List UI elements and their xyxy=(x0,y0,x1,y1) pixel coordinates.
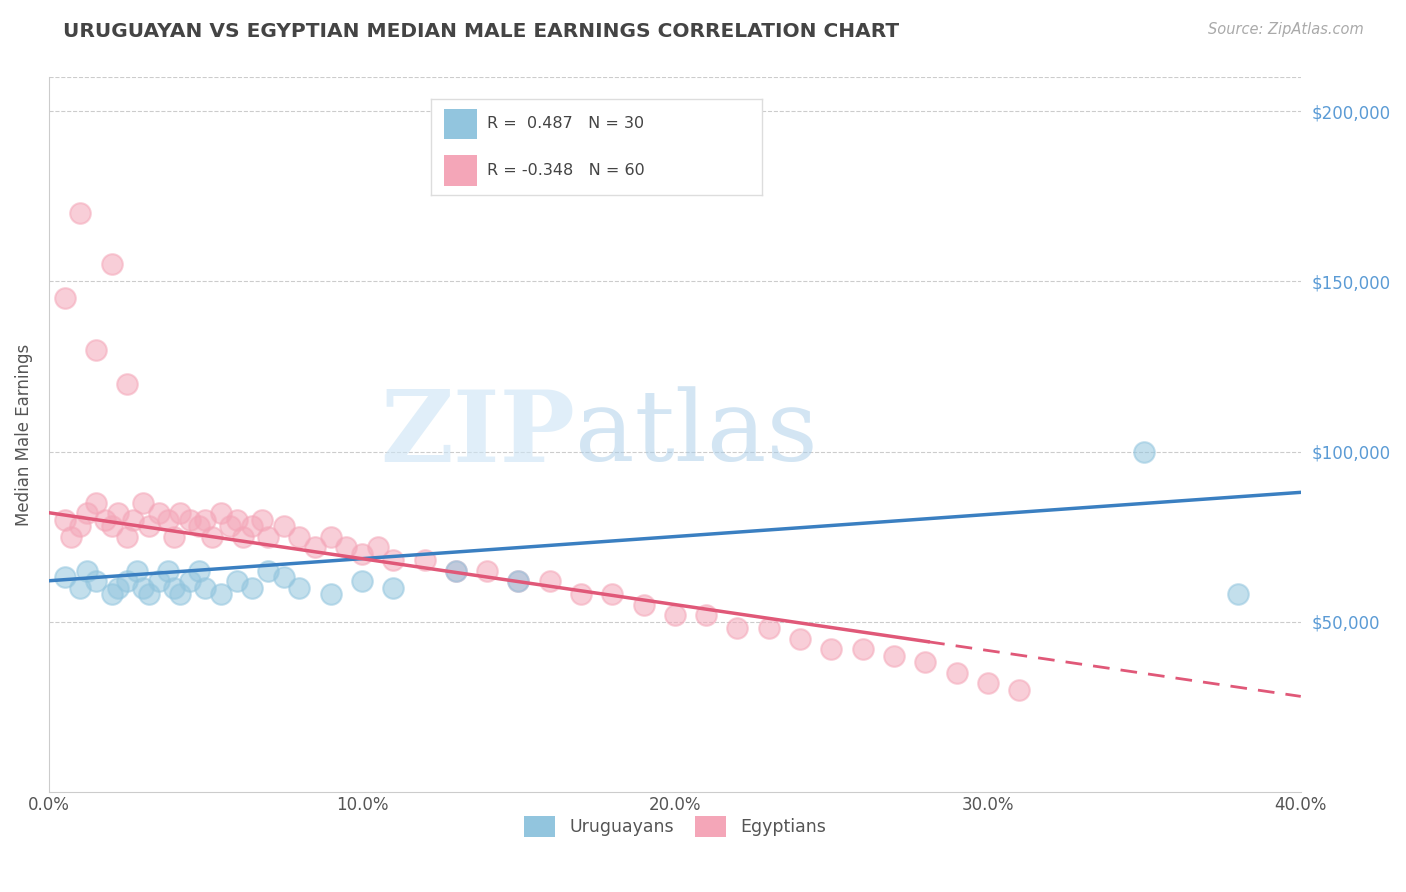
Legend: Uruguayans, Egyptians: Uruguayans, Egyptians xyxy=(517,808,832,844)
Point xyxy=(69,519,91,533)
Point xyxy=(319,587,342,601)
Point xyxy=(201,530,224,544)
Point xyxy=(288,581,311,595)
Point xyxy=(84,343,107,357)
Point xyxy=(100,258,122,272)
Point xyxy=(122,512,145,526)
Point xyxy=(304,540,326,554)
Point xyxy=(257,564,280,578)
Text: URUGUAYAN VS EGYPTIAN MEDIAN MALE EARNINGS CORRELATION CHART: URUGUAYAN VS EGYPTIAN MEDIAN MALE EARNIN… xyxy=(63,22,900,41)
Y-axis label: Median Male Earnings: Median Male Earnings xyxy=(15,343,32,525)
Point xyxy=(169,587,191,601)
Point xyxy=(242,581,264,595)
Point xyxy=(156,512,179,526)
Point xyxy=(125,564,148,578)
Point xyxy=(257,530,280,544)
Point xyxy=(169,506,191,520)
Point xyxy=(664,607,686,622)
Point xyxy=(883,648,905,663)
Text: ZIP: ZIP xyxy=(380,386,575,483)
Point xyxy=(977,675,1000,690)
Point xyxy=(444,564,467,578)
Point xyxy=(242,519,264,533)
Text: Source: ZipAtlas.com: Source: ZipAtlas.com xyxy=(1208,22,1364,37)
Point xyxy=(914,656,936,670)
Point xyxy=(273,570,295,584)
Point xyxy=(1227,587,1250,601)
Point xyxy=(76,506,98,520)
Point xyxy=(413,553,436,567)
Point xyxy=(288,530,311,544)
Text: atlas: atlas xyxy=(575,386,817,483)
Point xyxy=(600,587,623,601)
Point xyxy=(789,632,811,646)
Point xyxy=(53,512,76,526)
Point xyxy=(508,574,530,588)
Point xyxy=(225,574,247,588)
Point xyxy=(94,512,117,526)
Point xyxy=(107,506,129,520)
Point xyxy=(569,587,592,601)
Point xyxy=(107,581,129,595)
Point xyxy=(84,574,107,588)
Point xyxy=(232,530,254,544)
Point xyxy=(76,564,98,578)
Point xyxy=(219,519,242,533)
Point xyxy=(945,665,967,680)
Point xyxy=(59,530,82,544)
Point xyxy=(758,621,780,635)
Point xyxy=(84,495,107,509)
Point xyxy=(1133,444,1156,458)
Point xyxy=(350,574,373,588)
Point xyxy=(633,598,655,612)
Point xyxy=(148,506,170,520)
Point xyxy=(115,574,138,588)
Point xyxy=(335,540,357,554)
Point xyxy=(100,587,122,601)
Point xyxy=(132,495,155,509)
Point xyxy=(250,512,273,526)
Point xyxy=(163,530,186,544)
Point xyxy=(852,641,875,656)
Point xyxy=(508,574,530,588)
Point xyxy=(148,574,170,588)
Point xyxy=(820,641,842,656)
Point xyxy=(444,564,467,578)
Point xyxy=(69,581,91,595)
Point xyxy=(100,519,122,533)
Point xyxy=(132,581,155,595)
Point xyxy=(475,564,498,578)
Point xyxy=(319,530,342,544)
Point xyxy=(695,607,717,622)
Point xyxy=(194,581,217,595)
Point xyxy=(367,540,389,554)
Point xyxy=(209,506,232,520)
Point xyxy=(69,206,91,220)
Point xyxy=(115,376,138,391)
Point xyxy=(156,564,179,578)
Point xyxy=(188,519,211,533)
Point xyxy=(53,292,76,306)
Point xyxy=(138,587,160,601)
Point xyxy=(194,512,217,526)
Point xyxy=(138,519,160,533)
Point xyxy=(538,574,561,588)
Point xyxy=(225,512,247,526)
Point xyxy=(1008,682,1031,697)
Point xyxy=(179,512,201,526)
Point xyxy=(382,581,405,595)
Point xyxy=(188,564,211,578)
Point xyxy=(382,553,405,567)
Point xyxy=(209,587,232,601)
Point xyxy=(273,519,295,533)
Point xyxy=(179,574,201,588)
Point xyxy=(163,581,186,595)
Point xyxy=(727,621,749,635)
Point xyxy=(350,547,373,561)
Point xyxy=(115,530,138,544)
Point xyxy=(53,570,76,584)
